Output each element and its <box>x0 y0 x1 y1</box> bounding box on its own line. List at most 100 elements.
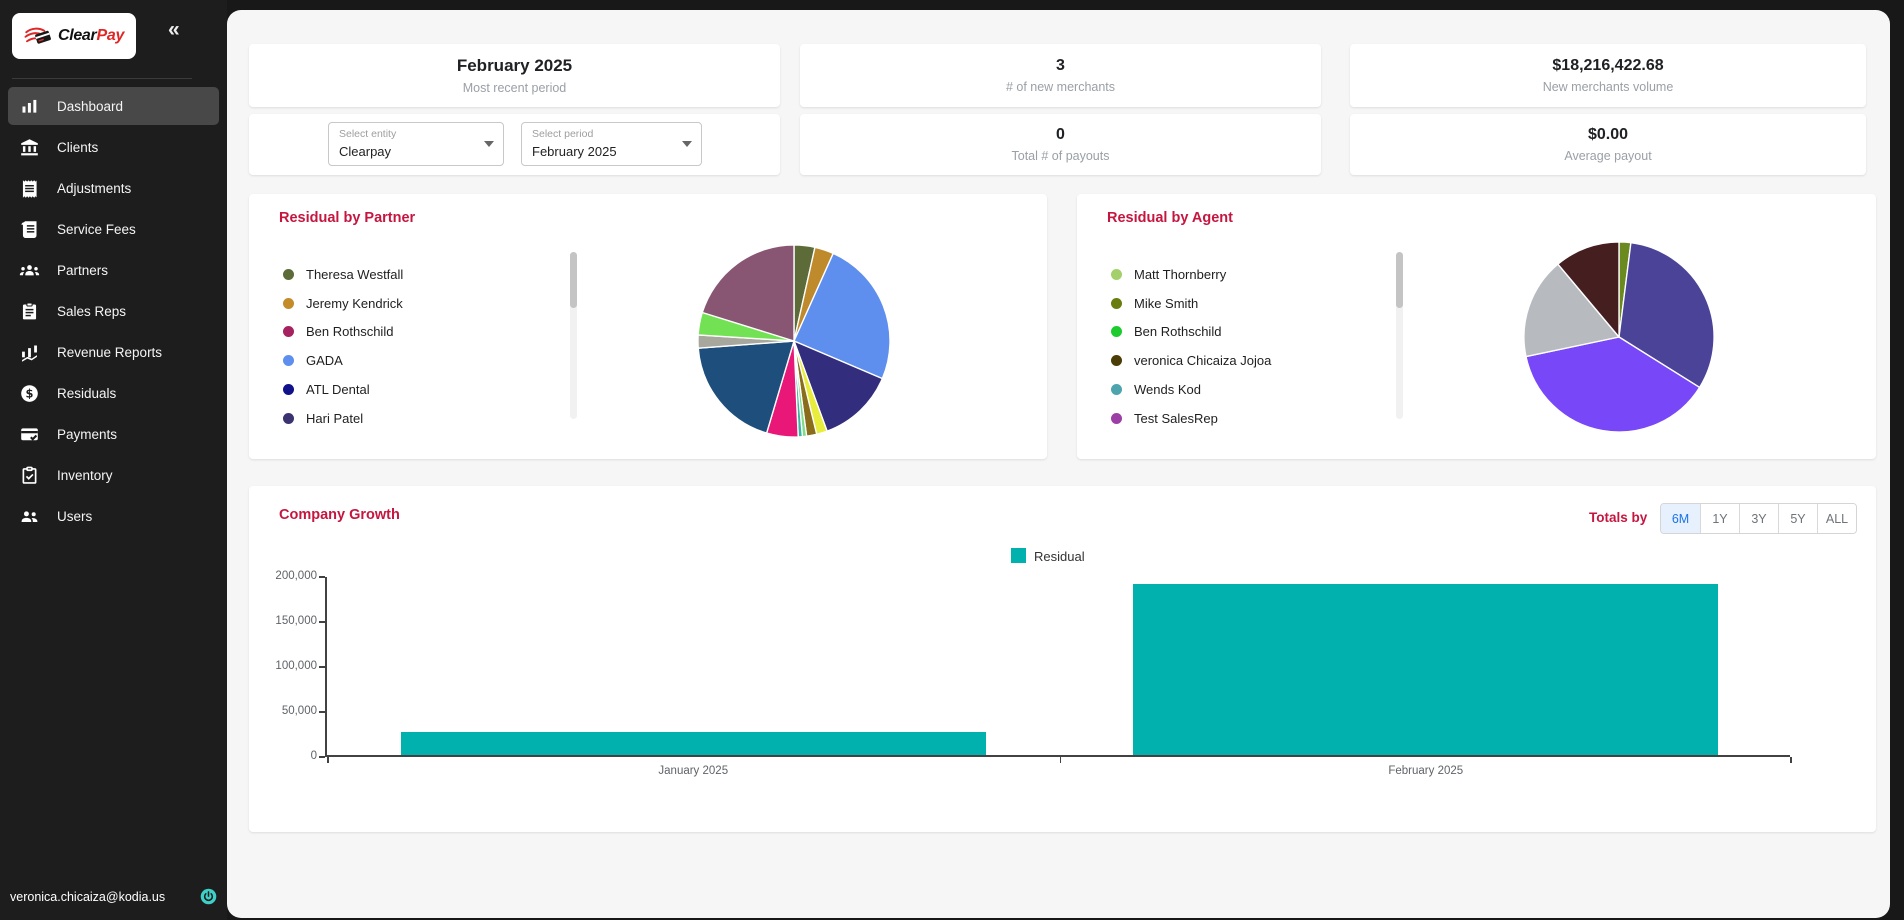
sidebar-item-clients[interactable]: Clients <box>8 128 219 166</box>
scrollbar-thumb[interactable] <box>1396 252 1403 308</box>
agent-card-title: Residual by Agent <box>1107 210 1233 226</box>
range-button-6m[interactable]: 6M <box>1661 504 1700 533</box>
y-tick-label: 100,000 <box>275 660 317 672</box>
people-icon <box>21 510 38 522</box>
legend-item[interactable]: veronica Chicaiza Jojoa <box>1111 346 1271 375</box>
stat-merchants-volume: $18,216,422.68 New merchants volume <box>1350 44 1866 107</box>
user-email: veronica.chicaiza@kodia.us <box>10 889 166 904</box>
legend-dot <box>1111 268 1122 280</box>
sidebar-item-dashboard[interactable]: Dashboard <box>8 87 219 125</box>
scrollbar-thumb[interactable] <box>570 252 577 308</box>
pie-slice[interactable] <box>1557 241 1620 338</box>
legend-dot <box>1111 355 1122 367</box>
entity-select-label: Select entity <box>339 128 397 140</box>
y-tick-label: 50,000 <box>281 705 317 717</box>
legend-dot <box>1111 384 1122 396</box>
legend-item[interactable]: Theresa Westfall <box>283 260 403 289</box>
x-axis-label: February 2025 <box>1388 765 1464 777</box>
sidebar-item-sales-reps[interactable]: Sales Reps <box>8 292 219 330</box>
legend-dot <box>1111 326 1122 338</box>
legend-dot <box>283 355 294 367</box>
stat-value: $0.00 <box>1587 126 1629 143</box>
legend-item[interactable]: Hari Patel <box>283 404 403 433</box>
legend-label: Jeremy Kendrick <box>306 295 403 311</box>
pie-slice[interactable] <box>793 340 884 432</box>
legend-label: Matt Thornberry <box>1134 266 1227 282</box>
residual-bar-1[interactable] <box>400 732 986 755</box>
sidebar-item-label: Dashboard <box>57 98 124 114</box>
legend-item[interactable]: Matt Thornberry <box>1111 260 1271 289</box>
pie-slice[interactable] <box>1523 263 1620 358</box>
legend-dot <box>1111 412 1122 424</box>
sidebar-item-label: Inventory <box>57 467 113 483</box>
clearpay-logo[interactable]: ClearPay <box>12 13 136 59</box>
agent-pie-chart[interactable] <box>1521 239 1717 435</box>
period-card: February 2025 Most recent period <box>249 44 780 107</box>
sidebar-item-payments[interactable]: Payments <box>8 415 219 453</box>
stat-caption: New merchants volume <box>1542 80 1674 94</box>
sidebar-item-users[interactable]: Users <box>8 497 219 535</box>
pie-slice[interactable] <box>793 252 891 380</box>
sidebar-item-label: Residuals <box>57 385 117 401</box>
legend-dot <box>283 326 294 338</box>
legend-scrollbar <box>1396 252 1403 419</box>
partner-pie-chart[interactable] <box>695 242 893 440</box>
legend-label: Ben Rothschild <box>1134 324 1222 340</box>
residual-bar-2[interactable] <box>1133 584 1719 755</box>
legend-scrollbar <box>570 252 577 419</box>
period-select[interactable]: Select period February 2025 <box>521 122 702 166</box>
legend-label: Theresa Westfall <box>306 266 404 282</box>
legend-item[interactable]: ATL Dental <box>283 375 403 404</box>
legend-dot <box>1111 297 1122 309</box>
range-button-5y[interactable]: 5Y <box>1778 504 1817 533</box>
receipt-long-icon <box>21 220 37 238</box>
clearpay-logo-text: ClearPay <box>57 27 125 44</box>
residual-legend-swatch <box>1011 548 1026 563</box>
legend-item[interactable]: Mike Smith <box>1111 289 1271 318</box>
waterfall-chart-icon <box>22 345 37 362</box>
sidebar-item-label: Payments <box>57 426 118 442</box>
stat-value: 3 <box>1056 57 1065 74</box>
x-axis-label: January 2025 <box>658 765 729 777</box>
user-row: veronica.chicaiza@kodia.us <box>10 888 217 905</box>
sidebar-nav: Dashboard Clients Adjustments Service Fe… <box>0 87 227 538</box>
pie-slice[interactable] <box>701 244 795 342</box>
stat-value: 0 <box>1056 126 1065 143</box>
dollar-circle-icon: $ <box>21 384 38 402</box>
pie-slice[interactable] <box>1525 336 1701 433</box>
legend-dot <box>283 412 294 424</box>
pie-slice[interactable] <box>697 340 795 434</box>
entity-select[interactable]: Select entity Clearpay <box>328 122 504 166</box>
legend-label: Mike Smith <box>1134 295 1199 311</box>
legend-item[interactable]: Jeremy Kendrick <box>283 289 403 318</box>
groups-icon <box>19 264 40 275</box>
range-button-1y[interactable]: 1Y <box>1700 504 1739 533</box>
residual-legend-label[interactable]: Residual <box>1034 549 1085 564</box>
sidebar-item-inventory[interactable]: Inventory <box>8 456 219 494</box>
legend-item[interactable]: Test SalesRep <box>1111 404 1271 433</box>
sidebar-divider <box>12 78 192 79</box>
y-tick-label: 150,000 <box>275 615 317 627</box>
legend-label: veronica Chicaiza Jojoa <box>1134 353 1272 369</box>
stat-caption: Average payout <box>1564 149 1652 163</box>
receipt-icon <box>22 179 37 198</box>
stat-total-payouts: 0 Total # of payouts <box>800 114 1321 175</box>
sidebar-item-adjustments[interactable]: Adjustments <box>8 169 219 207</box>
sidebar-item-service-fees[interactable]: Service Fees <box>8 210 219 248</box>
legend-item[interactable]: Ben Rothschild <box>1111 318 1271 347</box>
sidebar-item-revenue-reports[interactable]: Revenue Reports <box>8 333 219 371</box>
y-tick-label: 0 <box>310 750 317 762</box>
sidebar-collapse-button[interactable]: « <box>168 18 180 41</box>
legend-item[interactable]: GADA <box>283 346 403 375</box>
entity-select-value: Clearpay <box>339 144 392 159</box>
sidebar-item-partners[interactable]: Partners <box>8 251 219 289</box>
sidebar-item-label: Sales Reps <box>57 303 127 319</box>
svg-text:$: $ <box>26 386 34 400</box>
bank-icon <box>21 138 38 155</box>
range-button-all[interactable]: ALL <box>1817 504 1856 533</box>
legend-item[interactable]: Wends Kod <box>1111 375 1271 404</box>
legend-item[interactable]: Ben Rothschild <box>283 318 403 347</box>
sidebar-item-residuals[interactable]: $ Residuals <box>8 374 219 412</box>
logout-power-icon[interactable] <box>200 888 217 905</box>
range-button-3y[interactable]: 3Y <box>1739 504 1778 533</box>
